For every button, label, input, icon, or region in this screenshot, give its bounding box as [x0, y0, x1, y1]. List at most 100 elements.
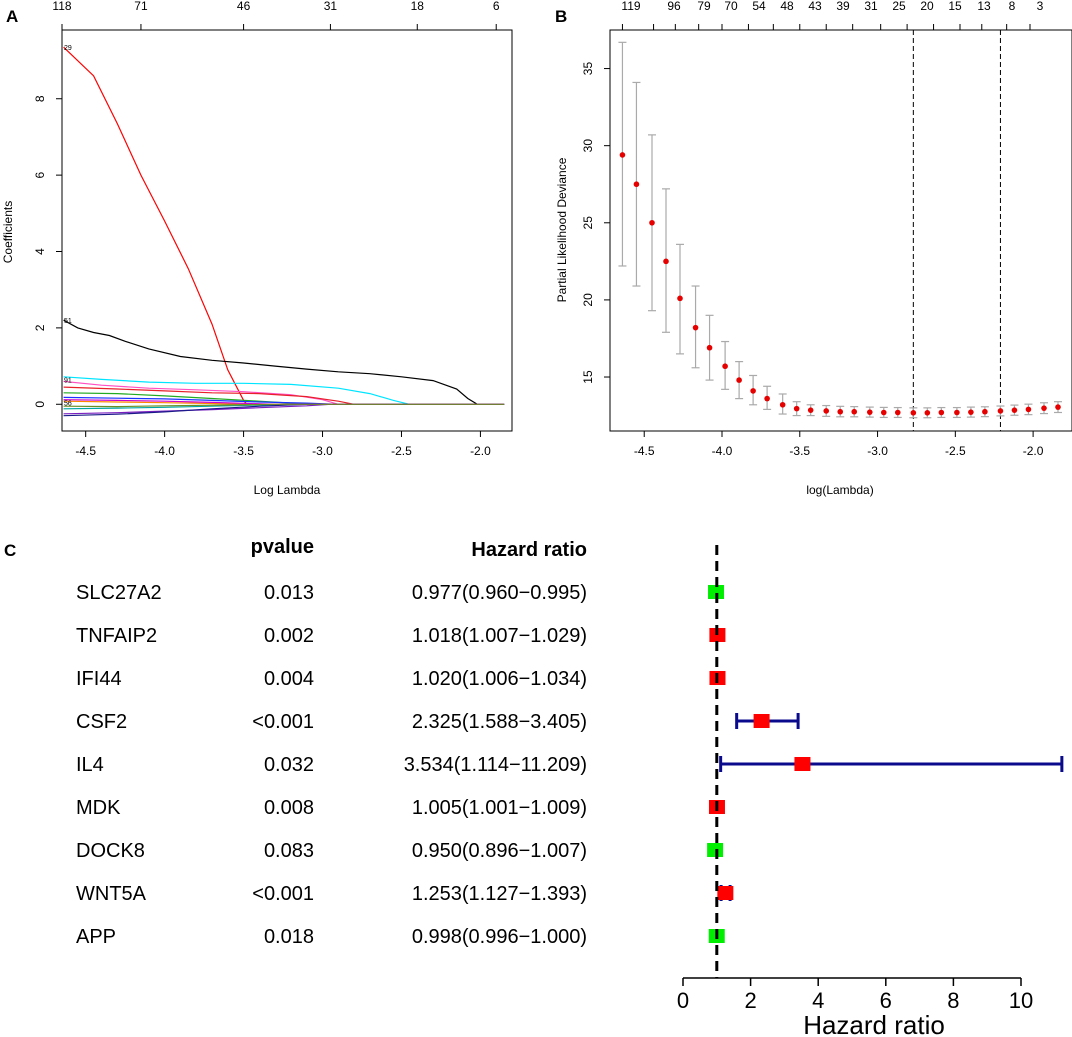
top-tick-label: 46: [237, 0, 251, 13]
hr-marker: [753, 714, 770, 728]
top-tick-label: 48: [780, 0, 794, 13]
y-tick-label: 4: [33, 248, 47, 255]
x-tick-label: -4.0: [154, 444, 175, 458]
top-tick-label: 70: [724, 0, 738, 13]
hazard-ratio-cell: 3.534(1.114−11.209): [404, 754, 587, 776]
pvalue-cell: 0.004: [264, 668, 314, 690]
hazard-ratio-cell: 0.998(0.996−1.000): [412, 926, 587, 948]
panel-b-error-bars: [618, 41, 1062, 419]
forest-row: WNT5A <0.001 1.253(1.127−1.393): [76, 883, 734, 905]
forest-tick-label: 6: [880, 988, 892, 1013]
panel-b-x-axis: -4.5 -4.0 -3.5 -3.0 -2.5 -2.0: [634, 431, 1044, 458]
forest-row: DOCK8 0.083 0.950(0.896−1.007): [76, 840, 724, 862]
forest-rows: SLC27A2 0.013 0.977(0.960−0.995) TNFAIP2 0.0…: [76, 582, 1064, 948]
top-tick-label: 96: [667, 0, 681, 13]
forest-tick-label: 8: [947, 988, 959, 1013]
deviance-point: [633, 181, 640, 188]
gene-name: APP: [76, 926, 116, 948]
pvalue-cell: 0.018: [264, 926, 314, 948]
deviance-point: [619, 152, 626, 158]
panel-b-y-label: Partial Likelihood Deviance: [555, 157, 569, 302]
top-tick-label: 3: [1037, 0, 1044, 13]
pvalue-cell: 0.002: [264, 625, 314, 647]
deviance-point: [880, 409, 887, 416]
forest-row: TNFAIP2 0.002 1.018(1.007−1.029): [76, 625, 726, 647]
panel-a-y-label: Coefficients: [1, 201, 15, 263]
hazard-ratio-cell: 0.977(0.960−0.995): [412, 582, 587, 604]
gene-name: IFI44: [76, 668, 122, 690]
deviance-point: [722, 363, 728, 370]
hazard-ratio-header: Hazard ratio: [471, 539, 587, 561]
pvalue-cell: <0.001: [252, 883, 314, 905]
top-tick-label: 15: [948, 0, 962, 13]
forest-row: IFI44 0.004 1.020(1.006−1.034): [76, 668, 726, 690]
top-tick-label: 71: [134, 0, 148, 13]
forest-row: CSF2 <0.001 2.325(1.588−3.405): [76, 711, 800, 733]
y-tick-label: 0: [33, 401, 47, 408]
forest-row: MDK 0.008 1.005(1.001−1.009): [76, 797, 725, 819]
deviance-point: [938, 409, 945, 416]
deviance-point: [968, 409, 974, 415]
deviance-point: [851, 408, 858, 415]
panel-b-y-axis: 15 20 25 30 35: [581, 62, 610, 384]
series-label: 51: [64, 318, 72, 325]
panel-a-plot-frame: [61, 29, 513, 432]
hazard-ratio-cell: 1.020(1.006−1.034): [412, 668, 587, 690]
top-tick-label: 25: [892, 0, 906, 13]
series-label: 91: [64, 377, 72, 384]
series-label: 56: [64, 400, 72, 407]
forest-row: SLC27A2 0.013 0.977(0.960−0.995): [76, 582, 725, 604]
deviance-point: [866, 409, 873, 415]
forest-tick-label: 2: [744, 988, 756, 1013]
top-tick-label: 6: [493, 0, 500, 13]
top-tick-label: 31: [864, 0, 878, 13]
x-tick-label: -3.0: [867, 444, 888, 458]
gene-name: CSF2: [76, 711, 127, 733]
top-tick-label: 43: [808, 0, 822, 13]
hr-marker: [707, 843, 724, 857]
pvalue-cell: 0.032: [264, 754, 314, 776]
forest-x-axis: 0 2 4 6 8 10: [677, 545, 1033, 1013]
x-tick-label: -4.5: [75, 444, 96, 458]
forest-tick-label: 10: [1009, 988, 1033, 1013]
panel-b-x-label: log(Lambda): [806, 483, 873, 497]
top-tick-label: 31: [324, 0, 338, 13]
hr-marker: [708, 585, 725, 599]
top-tick-label: 39: [836, 0, 850, 13]
hazard-ratio-cell: 0.950(0.896−1.007): [412, 840, 587, 862]
hazard-ratio-cell: 1.018(1.007−1.029): [412, 625, 587, 647]
deviance-point: [1041, 405, 1047, 411]
pvalue-cell: 0.083: [264, 840, 314, 862]
panel-a-label: A: [6, 7, 18, 26]
deviance-point: [924, 410, 931, 416]
x-tick-label: -2.5: [391, 444, 412, 458]
forest-x-label: Hazard ratio: [803, 1010, 945, 1037]
panel-b-lambda-lines: [912, 30, 1001, 431]
panel-b-top-axis: 119 96 79 70 54 48 43 39 31 25 20 15 13 8 3: [621, 0, 1044, 30]
deviance-point: [823, 408, 830, 414]
panel-b-plot-frame: [609, 29, 1072, 432]
gene-name: IL4: [76, 754, 104, 776]
x-tick-label: -2.5: [945, 444, 966, 458]
y-tick-label: 8: [33, 95, 47, 102]
gene-name: WNT5A: [76, 883, 147, 905]
coefficient-line-12: [63, 403, 505, 408]
top-tick-label: 13: [977, 0, 991, 13]
top-tick-label: 18: [411, 0, 425, 13]
y-tick-label: 35: [581, 62, 595, 76]
deviance-point: [764, 395, 770, 402]
deviance-point: [736, 377, 742, 383]
pvalue-cell: 0.008: [264, 797, 314, 819]
top-tick-label: 54: [752, 0, 766, 13]
panel-a-x-label: Log Lambda: [254, 483, 321, 497]
top-tick-label: 20: [920, 0, 934, 13]
x-tick-label: -3.0: [312, 444, 333, 458]
pvalue-header: pvalue: [251, 536, 314, 558]
x-tick-label: -3.5: [789, 444, 810, 458]
hazard-ratio-cell: 1.005(1.001−1.009): [412, 797, 587, 819]
panel-b-points: [619, 152, 1061, 416]
deviance-point: [663, 258, 669, 265]
panel-b-label: B: [555, 7, 567, 26]
hr-marker: [794, 757, 811, 771]
deviance-point: [793, 405, 800, 412]
